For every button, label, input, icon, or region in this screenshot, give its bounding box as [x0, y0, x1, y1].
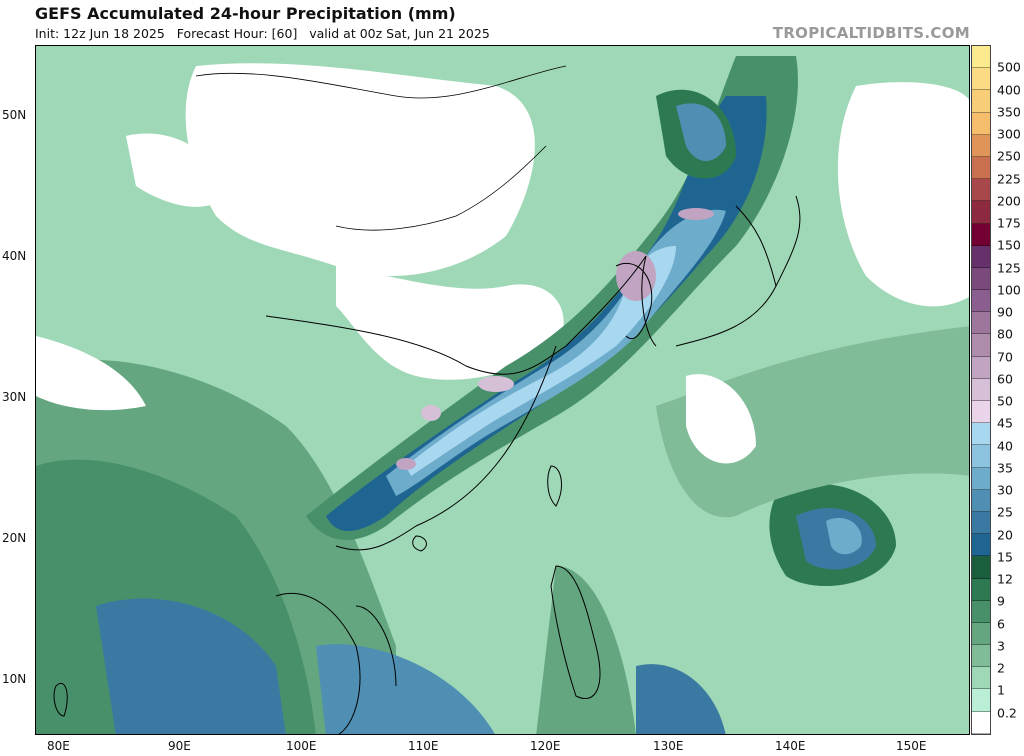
colorbar-segment [972, 489, 990, 512]
precipitation-field [36, 46, 969, 734]
colorbar-segment [972, 711, 990, 734]
colorbar-segment [972, 423, 990, 446]
colorbar-label: 20 [997, 527, 1013, 543]
colorbar-segment [972, 645, 990, 668]
colorbar-label: 2 [997, 660, 1005, 676]
colorbar-segment [972, 112, 990, 135]
colorbar-label: 400 [997, 82, 1021, 98]
colorbar-segment [972, 134, 990, 157]
colorbar-segment [972, 267, 990, 291]
colorbar-label: 0.2 [997, 705, 1017, 721]
colorbar-segment [972, 689, 990, 712]
colorbar-segment [972, 401, 990, 424]
lat-label-10n: 10N [2, 672, 27, 686]
colorbar-segment [972, 511, 990, 535]
colorbar-segment [972, 68, 990, 91]
brand-watermark: TROPICALTIDBITS.COM [772, 24, 970, 42]
colorbar-label: 125 [997, 260, 1021, 276]
colorbar-label: 100 [997, 282, 1021, 298]
colorbar-label: 9 [997, 593, 1005, 609]
colorbar-segment [972, 378, 990, 401]
colorbar-segment [972, 223, 990, 246]
colorbar-label: 3 [997, 638, 1005, 654]
colorbar-segment [972, 600, 990, 623]
colorbar-segment [972, 90, 990, 113]
colorbar-segment [972, 622, 990, 646]
lon-label-110e: 110E [408, 739, 439, 753]
colorbar-label: 175 [997, 215, 1021, 231]
colorbar [971, 45, 991, 735]
colorbar-label: 1 [997, 682, 1005, 698]
colorbar-label: 200 [997, 193, 1021, 209]
colorbar-label: 70 [997, 349, 1013, 365]
colorbar-label: 90 [997, 304, 1013, 320]
lon-label-140e: 140E [775, 739, 806, 753]
colorbar-label: 25 [997, 504, 1013, 520]
colorbar-segment [972, 334, 990, 357]
colorbar-label: 30 [997, 482, 1013, 498]
colorbar-segment [972, 556, 990, 579]
colorbar-label: 150 [997, 237, 1021, 253]
lon-label-100e: 100E [286, 739, 317, 753]
lat-label-40n: 40N [2, 249, 27, 263]
colorbar-label: 500 [997, 59, 1021, 75]
colorbar-label: 60 [997, 371, 1013, 387]
colorbar-label: 300 [997, 126, 1021, 142]
colorbar-label: 40 [997, 438, 1013, 454]
colorbar-label: 35 [997, 460, 1013, 476]
map-title: GEFS Accumulated 24-hour Precipitation (… [35, 4, 456, 23]
colorbar-segment [972, 534, 990, 557]
colorbar-label: 12 [997, 571, 1013, 587]
lat-label-50n: 50N [2, 108, 27, 122]
lon-label-90e: 90E [168, 739, 191, 753]
lon-label-80e: 80E [47, 739, 70, 753]
lat-label-30n: 30N [2, 390, 27, 404]
colorbar-label: 225 [997, 171, 1021, 187]
colorbar-segment [972, 201, 990, 224]
colorbar-segment [972, 312, 990, 335]
colorbar-segment [972, 356, 990, 379]
colorbar-label: 6 [997, 616, 1005, 632]
colorbar-segment [972, 46, 990, 69]
colorbar-segment [972, 290, 990, 313]
colorbar-segment [972, 156, 990, 180]
precipitation-map [35, 45, 970, 735]
colorbar-segment [972, 445, 990, 468]
colorbar-label: 250 [997, 148, 1021, 164]
colorbar-segment [972, 245, 990, 268]
colorbar-segment [972, 667, 990, 690]
lat-label-20n: 20N [2, 531, 27, 545]
colorbar-label: 80 [997, 326, 1013, 342]
lon-label-120e: 120E [530, 739, 561, 753]
colorbar-segment [972, 578, 990, 601]
colorbar-label: 45 [997, 415, 1013, 431]
map-subtitle: Init: 12z Jun 18 2025 Forecast Hour: [60… [35, 26, 490, 41]
colorbar-label: 15 [997, 549, 1013, 565]
colorbar-label: 50 [997, 393, 1013, 409]
colorbar-segment [972, 467, 990, 490]
lon-label-130e: 130E [653, 739, 684, 753]
lon-label-150e: 150E [896, 739, 927, 753]
colorbar-label: 350 [997, 104, 1021, 120]
colorbar-segment [972, 179, 990, 202]
